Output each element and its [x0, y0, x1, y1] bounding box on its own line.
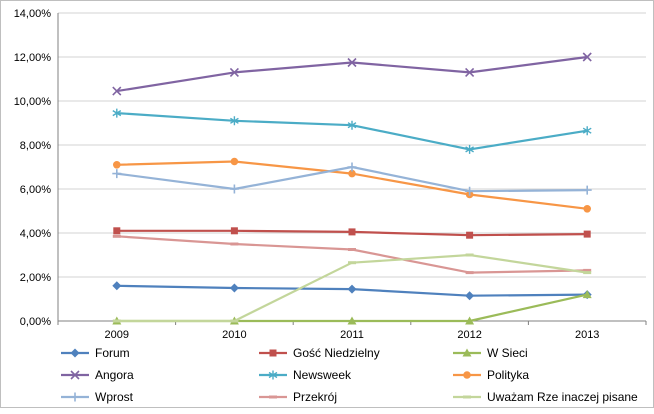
y-axis-tick-label: 4,00% — [20, 228, 51, 240]
legend-label: Polityka — [487, 368, 529, 382]
x-marker-icon — [112, 86, 122, 96]
asterisk-marker-icon — [112, 108, 122, 118]
series-7 — [112, 234, 592, 275]
legend-item[interactable]: Gość Niedzielny — [259, 346, 380, 360]
circle-marker-icon — [463, 371, 471, 379]
legend-label: Angora — [95, 368, 134, 382]
legend-item[interactable]: Angora — [61, 368, 134, 382]
x-axis-tick-label: 2011 — [340, 329, 364, 341]
series-3 — [112, 52, 592, 96]
legend-item[interactable]: Wprost — [61, 390, 134, 404]
x-marker-icon — [582, 52, 592, 62]
triangle-marker-icon — [465, 316, 475, 325]
square-marker-icon — [583, 230, 591, 238]
triangle-marker-icon — [582, 290, 592, 299]
y-axis-tick-label: 6,00% — [20, 184, 51, 196]
y-axis-tick-label: 2,00% — [20, 272, 51, 284]
asterisk-marker-icon — [582, 126, 592, 136]
square-marker-icon — [113, 227, 121, 235]
asterisk-marker-icon — [465, 144, 474, 154]
diamond-marker-icon — [347, 284, 357, 294]
asterisk-marker-icon — [347, 120, 357, 130]
series-6 — [112, 162, 592, 196]
plus-marker-icon — [112, 169, 122, 179]
triangle-marker-icon — [347, 316, 357, 325]
circle-marker-icon — [583, 205, 591, 213]
legend-item[interactable]: Polityka — [453, 368, 529, 382]
legend-item[interactable]: Przekrój — [259, 390, 337, 404]
series-line — [116, 235, 588, 274]
square-marker-icon — [230, 227, 238, 235]
x-axis-tick-label: 2012 — [457, 329, 481, 341]
plus-marker-icon — [70, 392, 80, 402]
asterisk-marker-icon — [230, 116, 239, 126]
x-axis-tick-label: 2013 — [575, 329, 599, 341]
series-5 — [113, 157, 591, 213]
series-line — [116, 112, 588, 151]
series-1 — [113, 227, 591, 239]
series-0 — [112, 281, 592, 301]
diamond-marker-icon — [70, 348, 80, 358]
x-marker-icon — [229, 67, 239, 77]
plus-marker-icon — [465, 186, 475, 196]
x-axis-tick-label: 2010 — [222, 329, 246, 341]
legend-label: Uważam Rze inaczej pisane — [487, 390, 638, 404]
plus-marker-icon — [582, 185, 592, 195]
legend-item[interactable]: W Sieci — [453, 346, 528, 360]
legend-label: Przekrój — [293, 390, 337, 404]
legend-label: Gość Niedzielny — [293, 346, 380, 360]
diamond-marker-icon — [229, 283, 239, 293]
legend-item[interactable]: Newsweek — [259, 368, 352, 382]
legend-item[interactable]: Forum — [61, 346, 130, 360]
series-4 — [112, 108, 592, 154]
square-marker-icon — [348, 228, 356, 236]
square-marker-icon — [466, 231, 474, 239]
y-axis-tick-label: 0,00% — [20, 316, 51, 328]
x-marker-icon — [70, 370, 80, 380]
asterisk-marker-icon — [268, 370, 278, 380]
legend-label: Forum — [95, 346, 130, 360]
x-axis-tick-label: 2009 — [105, 329, 129, 341]
square-marker-icon — [269, 349, 277, 357]
diamond-marker-icon — [112, 281, 122, 291]
plus-marker-icon — [347, 162, 357, 172]
triangle-marker-icon — [462, 348, 472, 357]
legend-label: Newsweek — [293, 368, 352, 382]
series-8 — [112, 253, 592, 323]
y-axis-tick-label: 14,00% — [14, 8, 52, 20]
legend-label: W Sieci — [487, 346, 528, 360]
y-axis-tick-label: 12,00% — [14, 52, 52, 64]
legend-label: Wprost — [95, 390, 134, 404]
y-axis-tick-label: 10,00% — [14, 96, 52, 108]
legend-item[interactable]: Uważam Rze inaczej pisane — [453, 390, 638, 404]
plus-marker-icon — [229, 184, 239, 194]
circle-marker-icon — [348, 169, 356, 178]
circle-marker-icon — [113, 161, 121, 169]
x-marker-icon — [347, 57, 357, 68]
x-marker-icon — [465, 67, 475, 77]
y-axis-tick-label: 8,00% — [20, 140, 51, 152]
circle-marker-icon — [230, 157, 239, 166]
diamond-marker-icon — [465, 291, 475, 301]
